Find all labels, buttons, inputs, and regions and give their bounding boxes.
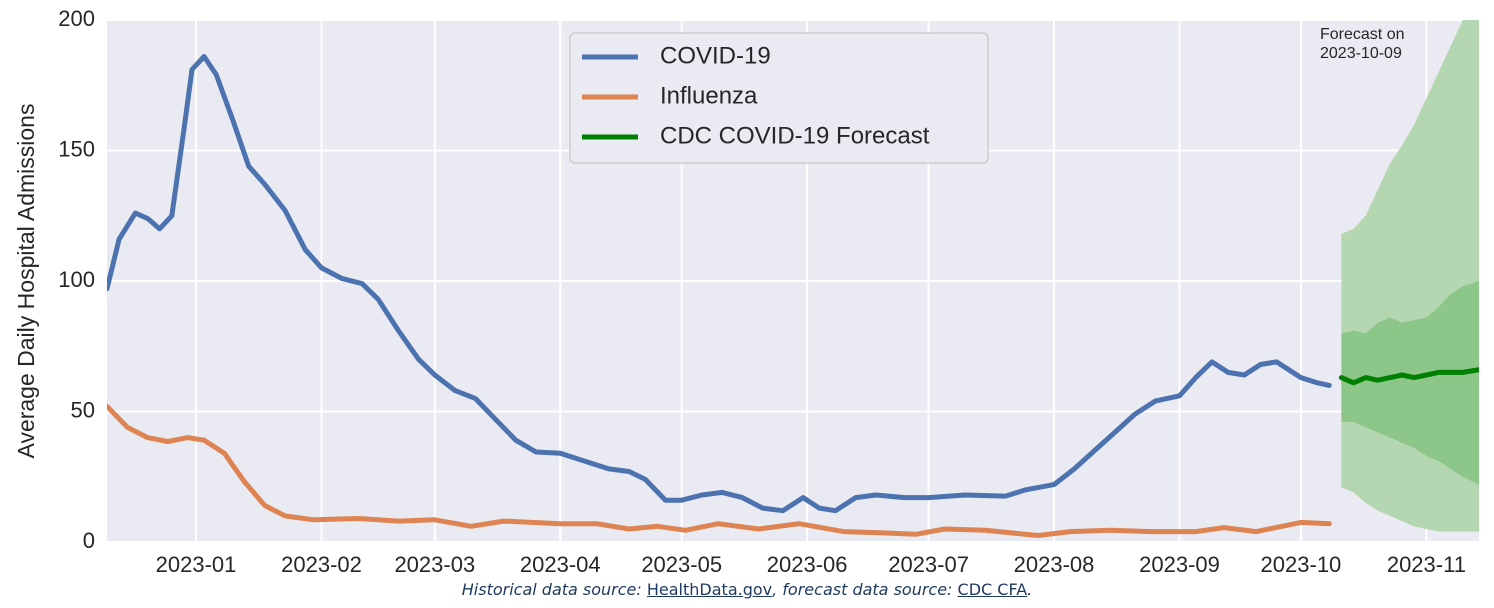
caption: Historical data source: HealthData.gov, …	[0, 580, 1494, 599]
x-tick-label: 2023-02	[281, 552, 362, 577]
legend-box	[569, 32, 989, 164]
y-tick-label: 0	[83, 528, 95, 553]
x-tick-label: 2023-01	[156, 552, 237, 577]
x-tick-label: 2023-11	[1387, 552, 1466, 577]
y-tick-label: 50	[71, 397, 95, 422]
legend: COVID-19 Influenza CDC COVID-19 Forecast	[569, 32, 989, 164]
x-tick-label: 2023-10	[1261, 552, 1342, 577]
y-axis-label: Average Daily Hospital Admissions	[13, 104, 39, 459]
legend-label: CDC COVID-19 Forecast	[660, 122, 930, 149]
legend-label: Influenza	[660, 82, 758, 109]
source-link[interactable]: HealthData.gov	[646, 580, 773, 599]
chart: 0 50 100 150 200 2023-01 2023-02 2023-03 2023-04…	[13, 6, 1479, 577]
x-tick-label: 2023-09	[1139, 552, 1220, 577]
y-tick-label: 200	[58, 6, 95, 31]
series-line	[1338, 367, 1479, 386]
x-tick-label: 2023-07	[888, 552, 969, 577]
caption-text: Historical data source:	[461, 580, 647, 599]
legend-label: COVID-19	[660, 42, 771, 69]
annotation: Forecast on	[1320, 26, 1404, 43]
source-link[interactable]: CDC CFA	[957, 580, 1028, 599]
series-line	[107, 403, 1332, 538]
forecast-interval	[1341, 281, 1479, 485]
x-tick-label: 2023-04	[520, 552, 601, 577]
y-tick-label: 150	[58, 136, 95, 161]
x-tick-label: 2023-03	[394, 552, 475, 577]
x-tick-label: 2023-05	[641, 552, 722, 577]
annotation: 2023-10-09	[1320, 45, 1402, 62]
y-tick-label: 100	[58, 267, 95, 292]
series-line	[107, 54, 1332, 514]
x-tick-label: 2023-06	[767, 552, 848, 577]
x-tick-label: 2023-08	[1014, 552, 1095, 577]
caption-text: .	[1027, 580, 1033, 599]
caption-text: , forecast data source:	[772, 580, 958, 599]
